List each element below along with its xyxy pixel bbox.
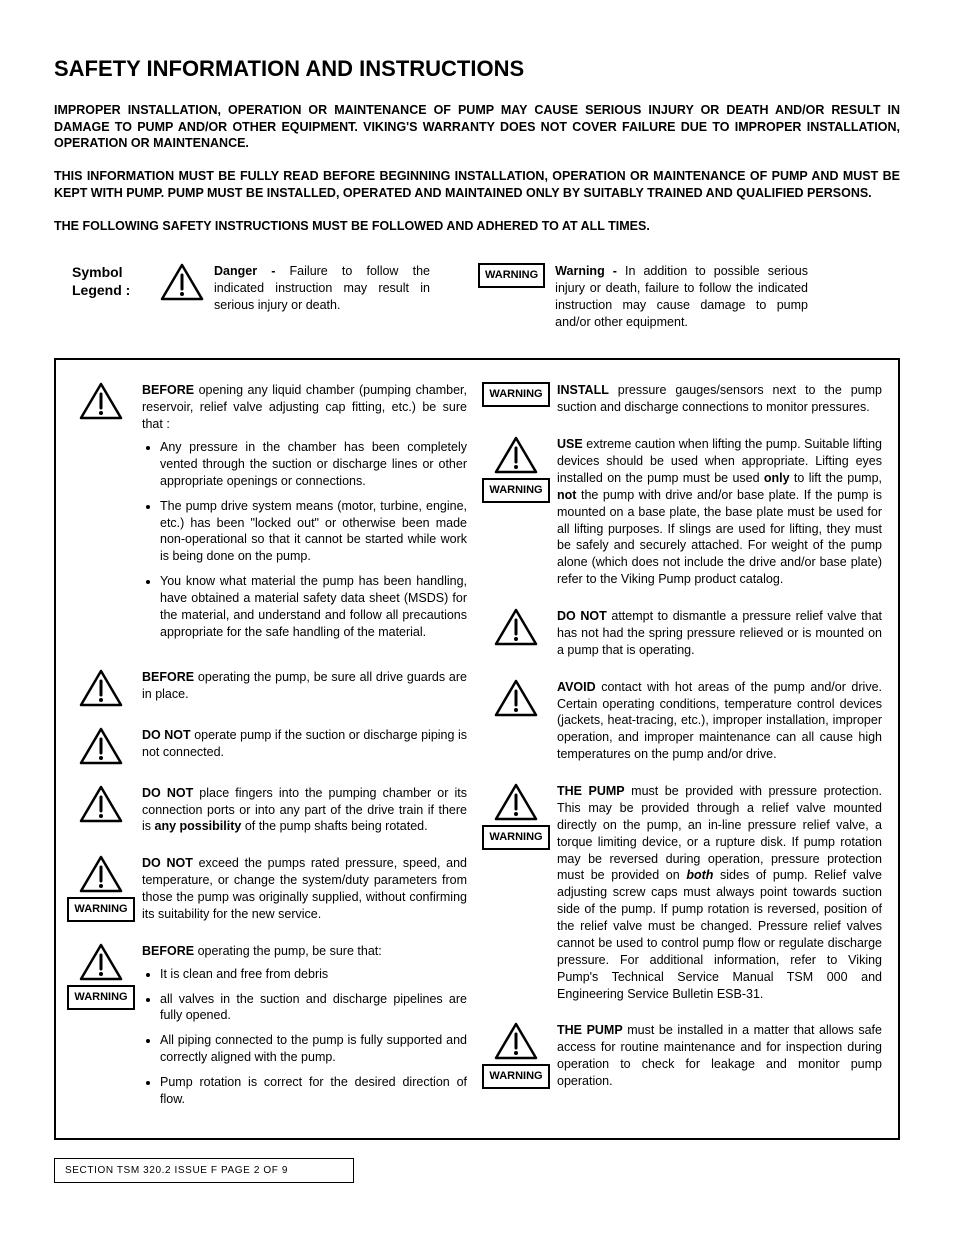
note-piping-connected: DO NOT operate pump if the suction or di…	[72, 727, 467, 765]
danger-triangle-icon	[160, 263, 204, 301]
list-item: The pump drive system means (motor, turb…	[160, 498, 467, 566]
intro-p3: THE FOLLOWING SAFETY INSTRUCTIONS MUST B…	[54, 218, 900, 235]
warning-badge: WARNING	[478, 263, 545, 288]
warning-triangle-icon	[79, 669, 123, 707]
list-item: You know what material the pump has been…	[160, 573, 467, 641]
warning-badge: WARNING	[482, 382, 549, 407]
note-drive-guards: BEFORE operating the pump, be sure all d…	[72, 669, 467, 707]
list-item: Pump rotation is correct for the desired…	[160, 1074, 467, 1108]
intro-block: IMPROPER INSTALLATION, OPERATION OR MAIN…	[54, 102, 900, 235]
note-install-gauges: WARNING INSTALL pressure gauges/sensors …	[487, 382, 882, 416]
list-item: all valves in the suction and discharge …	[160, 991, 467, 1025]
page-footer: SECTION TSM 320.2 ISSUE F PAGE 2 OF 9	[54, 1158, 354, 1184]
note-lifting: WARNING USE extreme caution when lifting…	[487, 436, 882, 588]
warning-triangle-icon	[79, 785, 123, 823]
warning-triangle-icon	[494, 679, 538, 717]
warning-badge: WARNING	[482, 1064, 549, 1089]
warning-triangle-icon	[494, 436, 538, 474]
warning-triangle-icon	[79, 727, 123, 765]
warning-badge: WARNING	[482, 825, 549, 850]
page-title: SAFETY INFORMATION AND INSTRUCTIONS	[54, 54, 900, 84]
note-pressure-protection: WARNING THE PUMP must be provided with p…	[487, 783, 882, 1002]
warning-triangle-icon	[79, 855, 123, 893]
warning-triangle-icon	[494, 608, 538, 646]
note-dismantle-relief: DO NOT attempt to dismantle a pressure r…	[487, 608, 882, 659]
warning-badge: WARNING	[67, 985, 134, 1010]
intro-p1: IMPROPER INSTALLATION, OPERATION OR MAIN…	[54, 102, 900, 153]
right-column: WARNING INSTALL pressure gauges/sensors …	[487, 382, 882, 1115]
safety-frame: BEFORE opening any liquid chamber (pumpi…	[54, 358, 900, 1139]
note-before-opening: BEFORE opening any liquid chamber (pumpi…	[72, 382, 467, 648]
warning-badge: WARNING	[482, 478, 549, 503]
warning-triangle-icon	[494, 1022, 538, 1060]
note-before-operating: WARNING BEFORE operating the pump, be su…	[72, 943, 467, 1116]
list-item: Any pressure in the chamber has been com…	[160, 439, 467, 490]
bullet-list: Any pressure in the chamber has been com…	[160, 439, 467, 641]
warning-triangle-icon	[79, 943, 123, 981]
warning-triangle-icon	[494, 783, 538, 821]
legend-danger-text: Danger - Failure to follow the indicated…	[214, 263, 430, 314]
intro-p2: THIS INFORMATION MUST BE FULLY READ BEFO…	[54, 168, 900, 202]
list-item: All piping connected to the pump is full…	[160, 1032, 467, 1066]
note-safe-access: WARNING THE PUMP must be installed in a …	[487, 1022, 882, 1090]
list-item: It is clean and free from debris	[160, 966, 467, 983]
left-column: BEFORE opening any liquid chamber (pumpi…	[72, 382, 467, 1115]
symbol-legend: Symbol Legend : Danger - Failure to foll…	[54, 263, 900, 331]
note-fingers: DO NOT place fingers into the pumping ch…	[72, 785, 467, 836]
warning-badge: WARNING	[67, 897, 134, 922]
note-rated-pressure: WARNING DO NOT exceed the pumps rated pr…	[72, 855, 467, 923]
note-hot-areas: AVOID contact with hot areas of the pump…	[487, 679, 882, 763]
warning-triangle-icon	[79, 382, 123, 420]
legend-warning-text: Warning - In addition to possible seriou…	[555, 263, 808, 331]
legend-label: Symbol Legend :	[72, 263, 142, 299]
bullet-list: It is clean and free from debris all val…	[160, 966, 467, 1108]
